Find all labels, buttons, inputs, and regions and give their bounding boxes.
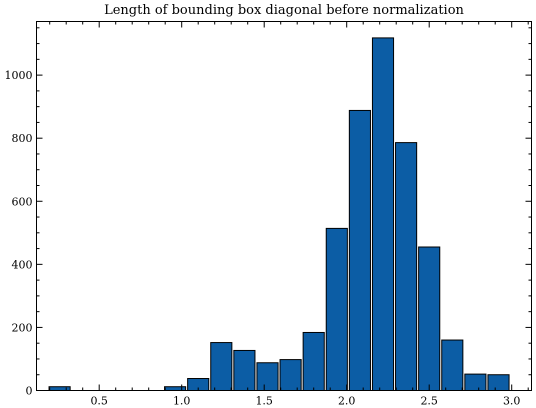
histogram-bar [465,374,486,390]
y-tick-label: 800 [12,132,33,145]
axis-ticks [37,22,532,391]
histogram-bar [419,247,440,391]
y-tick-label: 600 [12,195,33,208]
histogram-bar [280,360,301,391]
x-tick-label: 1.0 [173,395,191,408]
x-axis-tick-labels: 0.5 1.0 1.5 2.0 2.5 3.0 [90,395,520,408]
x-tick-label: 2.5 [420,395,438,408]
y-axis-tick-labels: 0 200 400 600 800 1000 [5,69,33,397]
histogram-bar [257,363,278,391]
histogram-bar [234,350,255,390]
histogram-bar [488,375,509,391]
y-tick-label: 0 [26,385,33,398]
x-tick-label: 3.0 [503,395,521,408]
x-tick-label: 0.5 [90,395,108,408]
x-tick-label: 2.0 [338,395,356,408]
plot-frame [37,22,532,391]
histogram-bar [442,340,463,390]
y-tick-label: 1000 [5,69,33,82]
bars-group [49,38,509,391]
x-tick-label: 1.5 [255,395,273,408]
histogram-bar [211,343,232,391]
chart-title: Length of bounding box diagonal before n… [104,3,464,18]
y-tick-label: 200 [12,321,33,334]
y-tick-label: 400 [12,258,33,271]
histogram-bar [349,110,370,390]
histogram-bar [49,387,70,391]
histogram-bar [303,332,324,390]
histogram-bar [326,228,347,390]
histogram-bar [372,38,393,391]
histogram-bar [396,143,417,391]
histogram-bar [165,387,186,391]
